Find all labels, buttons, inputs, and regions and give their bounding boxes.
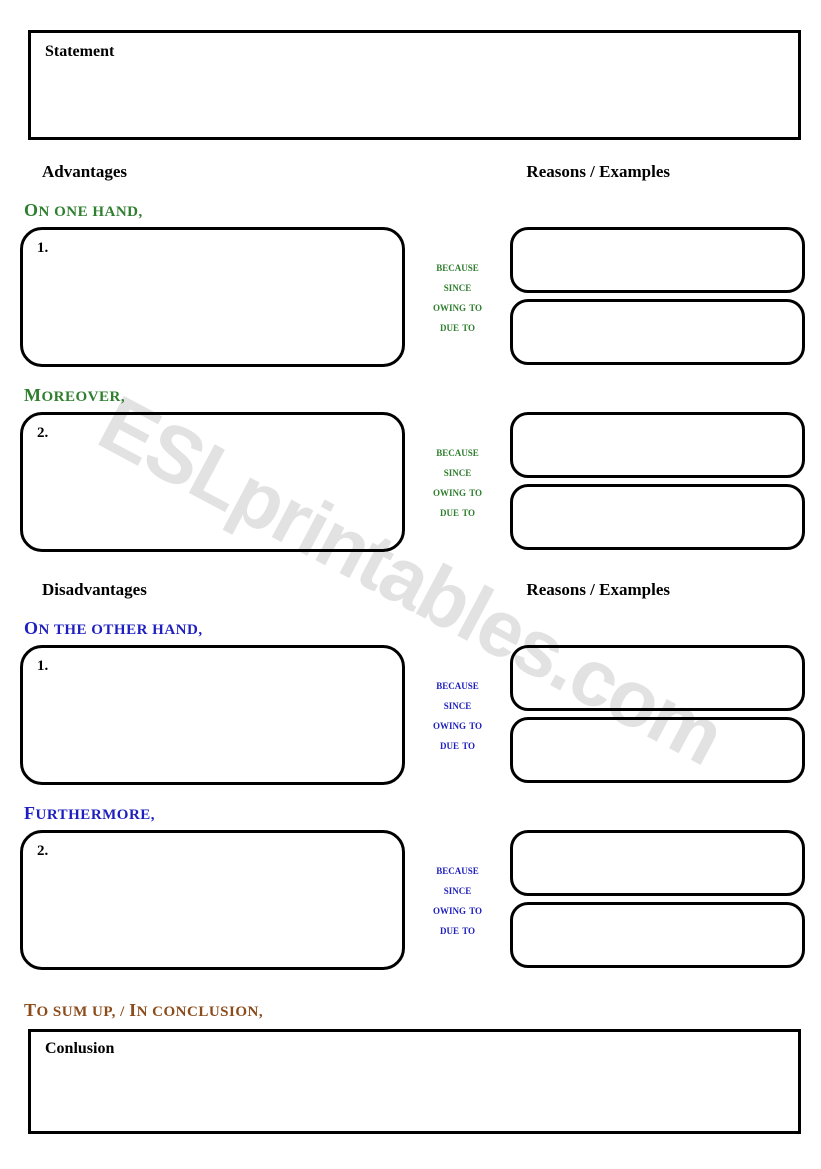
disadvantage-1-number: 1. xyxy=(37,658,388,675)
adv-2-reason-a[interactable] xyxy=(510,412,805,478)
linker-on-one-hand: OOn one hand,N ONE HAND, xyxy=(24,200,805,221)
advantage-2-number: 2. xyxy=(37,425,388,442)
adv-1-reason-a[interactable] xyxy=(510,227,805,293)
advantage-1-box[interactable]: 1. xyxy=(20,227,405,367)
dis-1-reason-b[interactable] xyxy=(510,717,805,783)
disadvantage-2-number: 2. xyxy=(37,843,388,860)
disadvantage-1-box[interactable]: 1. xyxy=(20,645,405,785)
connector-adv-2: because since owing to due to xyxy=(405,412,510,552)
advantage-1-number: 1. xyxy=(37,240,388,257)
advantages-headers: Advantages Reasons / Examples xyxy=(42,162,795,182)
linker-furthermore: FURTHERMORE, xyxy=(24,803,805,824)
conclusion-box[interactable]: Conlusion xyxy=(28,1029,801,1134)
reasons-heading-dis: Reasons / Examples xyxy=(526,580,670,600)
adv-1-reason-b[interactable] xyxy=(510,299,805,365)
advantage-2-box[interactable]: 2. xyxy=(20,412,405,552)
linker-on-the-other-hand: ON THE OTHER HAND, xyxy=(24,618,805,639)
linker-conclusion: TO SUM UP, / IN CONCLUSION, xyxy=(24,1000,805,1021)
disadvantage-2-box[interactable]: 2. xyxy=(20,830,405,970)
advantages-row-2: 2. because since owing to due to xyxy=(20,412,805,552)
dis-2-reason-a[interactable] xyxy=(510,830,805,896)
adv-2-reason-b[interactable] xyxy=(510,484,805,550)
connector-dis-1: because since owing to due to xyxy=(405,645,510,785)
disadvantages-row-2: 2. because since owing to due to xyxy=(20,830,805,970)
advantages-row-1: 1. because since owing to due to xyxy=(20,227,805,367)
disadvantages-headers: Disadvantages Reasons / Examples xyxy=(42,580,795,600)
disadvantages-row-1: 1. because since owing to due to xyxy=(20,645,805,785)
advantages-heading: Advantages xyxy=(42,162,127,182)
conclusion-title: Conlusion xyxy=(45,1040,784,1058)
dis-2-reason-b[interactable] xyxy=(510,902,805,968)
linker-moreover: MOREOVER, xyxy=(24,385,805,406)
connector-dis-2: because since owing to due to xyxy=(405,830,510,970)
statement-box[interactable]: Statement xyxy=(28,30,801,140)
disadvantages-heading: Disadvantages xyxy=(42,580,147,600)
connector-adv-1: because since owing to due to xyxy=(405,227,510,367)
dis-1-reason-a[interactable] xyxy=(510,645,805,711)
statement-title: Statement xyxy=(45,43,784,61)
reasons-heading-adv: Reasons / Examples xyxy=(526,162,670,182)
